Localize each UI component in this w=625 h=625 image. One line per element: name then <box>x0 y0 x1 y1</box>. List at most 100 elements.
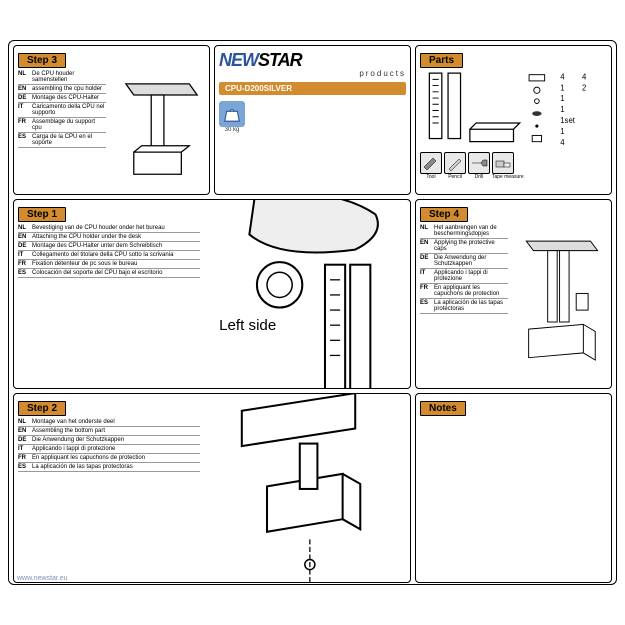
tool-item: Drill <box>468 152 490 180</box>
lang-code: IT <box>420 270 434 282</box>
lang-row: ESLa aplicación de las tapas protectoras <box>18 463 200 472</box>
lang-row: ITCollegamento del titolare della CPU so… <box>18 251 200 260</box>
step3-diagram <box>110 70 205 192</box>
lang-code: IT <box>18 446 32 452</box>
lang-row: FREn appliquant les capuchons de protect… <box>18 454 200 463</box>
logo-wordmark: NEWSTAR <box>219 50 406 71</box>
svg-text:4: 4 <box>560 138 565 147</box>
product-code-badge: CPU-D200SILVER <box>219 82 406 95</box>
lang-code: IT <box>18 104 32 116</box>
step4-panel: Step 4 NLHet aanbrengen van de beschermi… <box>415 199 612 389</box>
footer-url: www.newstar.eu <box>17 575 68 582</box>
lang-text: Fixation détenteur de pc sous le bureau <box>32 261 200 267</box>
lang-code: EN <box>18 428 32 434</box>
lang-text: Colocación del soporte del CPU bajo el e… <box>32 270 200 276</box>
parts-label: Parts <box>420 53 463 68</box>
lang-row: ITApplicando i tappi di protezione <box>420 269 508 284</box>
lang-code: ES <box>420 300 434 312</box>
lang-text: Montage des CPU-Halter unter dem Schreib… <box>32 243 200 249</box>
lang-text: Bevestiging van de CPU houder onder het … <box>32 225 200 231</box>
step2-panel: Step 2 NLMontage van het onderste deelEN… <box>13 393 411 583</box>
lang-row: DEMontage des CPU-Halter unter dem Schre… <box>18 242 200 251</box>
lang-text: Applicando i tappi di protezione <box>434 270 508 282</box>
lang-row: ITApplicando i tappi di protezione <box>18 445 200 454</box>
lang-text: Assembling the bottom part <box>32 428 200 434</box>
lang-code: FR <box>18 119 32 131</box>
lang-row: ESLa aplicación de las tapas protectoras <box>420 299 508 314</box>
lang-code: ES <box>18 270 32 276</box>
lang-code: NL <box>18 225 32 231</box>
step1-text: NLBevestiging van de CPU houder onder he… <box>18 224 200 386</box>
lang-row: NLHet aanbrengen van de beschermingsdopj… <box>420 224 508 239</box>
svg-text:1set: 1set <box>560 116 576 125</box>
lang-text: Montage van het onderste deel <box>32 419 200 425</box>
svg-text:1: 1 <box>560 127 564 136</box>
lang-row: ITCaricamento della CPU nel supporto <box>18 103 106 118</box>
lang-row: FREn appliquant les capuchons de protect… <box>420 284 508 299</box>
lang-code: EN <box>18 234 32 240</box>
tool-item: Tool <box>420 152 442 180</box>
lang-text: Carga de la CPU en el soporte <box>32 134 106 146</box>
lang-code: DE <box>18 95 32 101</box>
parts-illustration: 4 1 1 1 1set 1 4 4 2 <box>420 70 607 148</box>
step1-panel: Step 1 NLBevestiging van de CPU houder o… <box>13 199 411 389</box>
lang-text: Montage des CPU-Halter <box>32 95 106 101</box>
lang-text: Die Anwendung der Schutzkappen <box>32 437 200 443</box>
lang-text: Applicando i tappi di protezione <box>32 446 200 452</box>
lang-code: ES <box>18 134 32 146</box>
lang-code: NL <box>18 71 32 83</box>
weight-icon <box>219 101 245 127</box>
lang-row: ENAssembling the bottom part <box>18 427 200 436</box>
header-panel: NEWSTAR products CPU-D200SILVER 30 kg <box>214 45 411 195</box>
lang-text: Het aanbrengen van de beschermingsdopjes <box>434 225 508 237</box>
step4-label: Step 4 <box>420 207 468 222</box>
lang-row: ESColocación del soporte del CPU bajo el… <box>18 269 200 278</box>
step4-diagram <box>512 224 607 386</box>
step3-text: NLDe CPU houder samenstellenENassembling… <box>18 70 106 192</box>
lang-code: DE <box>18 243 32 249</box>
lang-text: Caricamento della CPU nel supporto <box>32 104 106 116</box>
svg-text:1: 1 <box>560 94 564 103</box>
weight-value: 30 kg <box>219 127 245 133</box>
instruction-sheet: NEWSTAR products CPU-D200SILVER 30 kg Pa… <box>8 40 617 585</box>
lang-code: DE <box>18 437 32 443</box>
lang-row: ENApplying the protective caps <box>420 239 508 254</box>
lang-code: NL <box>18 419 32 425</box>
tools-row: Tool Pencil Drill Tape measure <box>420 152 607 180</box>
step3-panel: Step 3 NLDe CPU houder samenstellenENass… <box>13 45 210 195</box>
lang-row: DEDie Anwendung der Schutzkappen <box>420 254 508 269</box>
lang-code: NL <box>420 225 434 237</box>
lang-text: La aplicación de las tapas protectoras <box>32 464 200 470</box>
lang-text: Applying the protective caps <box>434 240 508 252</box>
lang-row: ENAttaching the CPU holder under the des… <box>18 233 200 242</box>
parts-panel: Parts 4 1 1 1 1set 1 4 4 2 <box>415 45 612 195</box>
step4-text: NLHet aanbrengen van de beschermingsdopj… <box>420 224 508 386</box>
lang-row: ESCarga de la CPU en el soporte <box>18 133 106 148</box>
lang-code: FR <box>18 455 32 461</box>
lang-code: ES <box>18 464 32 470</box>
notes-label: Notes <box>420 401 466 416</box>
lang-row: NLMontage van het onderste deel <box>18 418 200 427</box>
lang-row: NLDe CPU houder samenstellen <box>18 70 106 85</box>
svg-text:4: 4 <box>582 72 587 81</box>
lang-row: ENassembling the cpu holder <box>18 85 106 94</box>
lang-text: De CPU houder samenstellen <box>32 71 106 83</box>
lang-row: FRAssemblage du support cpu <box>18 118 106 133</box>
lang-row: NLBevestiging van de CPU houder onder he… <box>18 224 200 233</box>
svg-text:1: 1 <box>560 105 564 114</box>
svg-text:1: 1 <box>560 83 564 92</box>
lang-text: La aplicación de las tapas protectoras <box>434 300 508 312</box>
step2-diagram <box>204 418 406 580</box>
svg-text:4: 4 <box>560 72 565 81</box>
logo-left: NEW <box>219 50 258 70</box>
tool-item: Pencil <box>444 152 466 180</box>
step1-label: Step 1 <box>18 207 66 222</box>
svg-text:2: 2 <box>582 83 586 92</box>
svg-text:Left side: Left side <box>219 317 276 334</box>
lang-code: EN <box>18 86 32 92</box>
lang-code: EN <box>420 240 434 252</box>
lang-code: DE <box>420 255 434 267</box>
notes-panel: Notes <box>415 393 612 583</box>
step3-label: Step 3 <box>18 53 66 68</box>
lang-text: Die Anwendung der Schutzkappen <box>434 255 508 267</box>
